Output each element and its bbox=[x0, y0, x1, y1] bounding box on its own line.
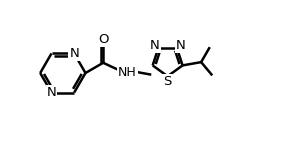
Text: O: O bbox=[98, 33, 108, 46]
Text: S: S bbox=[164, 75, 172, 88]
Text: N: N bbox=[47, 86, 56, 99]
Text: N: N bbox=[150, 39, 160, 52]
Text: NH: NH bbox=[118, 66, 137, 79]
Text: N: N bbox=[176, 39, 185, 52]
Text: N: N bbox=[69, 47, 79, 60]
